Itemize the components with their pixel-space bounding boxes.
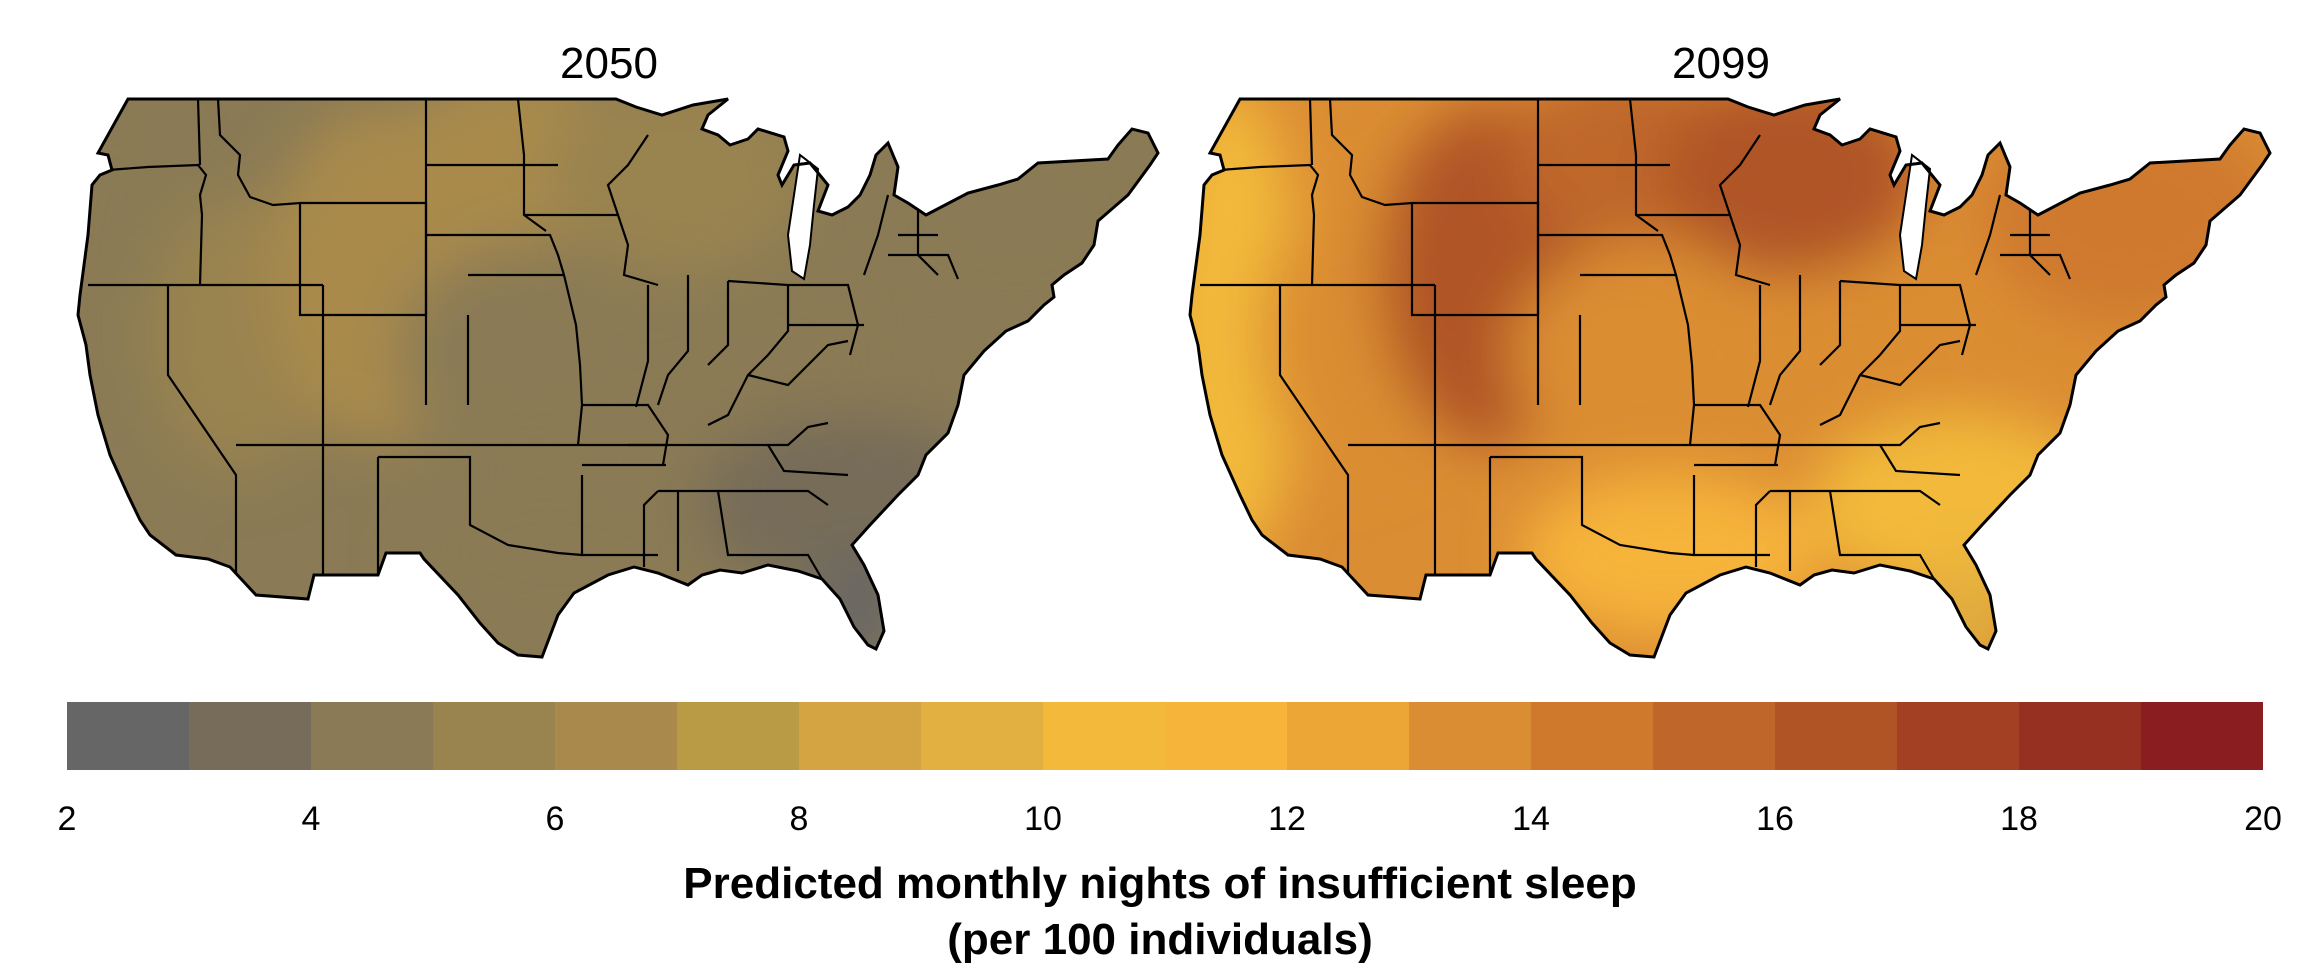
state-boundary [716,490,823,580]
colorbar [67,702,2263,770]
state-boundary [1879,444,1961,477]
legend-title-line2: (per 100 individuals) [947,915,1373,964]
colorbar-bin-6-7 [555,702,677,770]
state-boundary [1828,490,1935,580]
colorbar-bin-5-6 [433,702,555,770]
state-boundary [642,490,659,567]
region-south-florida [818,555,898,657]
state-boundary [606,134,649,216]
state-boundary [1819,279,1902,426]
region-central-plains [398,245,658,465]
state-boundary [166,285,238,575]
state-boundary [634,285,650,408]
colorbar-ticks: 2 4 6 8 10 12 14 16 18 20 [58,800,2282,842]
us-outline [1188,97,2272,659]
state-boundary [216,99,426,317]
state-boundary [1718,134,1761,216]
colorbar-bin-15-16 [1653,702,1775,770]
state-boundary [1754,490,1771,567]
state-boundary [747,339,849,387]
colorbar-bin-11-12 [1165,702,1287,770]
state-boundary [1199,163,1320,286]
legend-title: Predicted monthly nights of insufficient… [0,856,2320,968]
state-boundary [378,455,583,557]
colorbar-bin-16-17 [1775,702,1897,770]
state-boundary [707,279,790,426]
colorbar-bin-8-9 [799,702,921,770]
state-boundary [888,253,960,280]
lake-michigan [786,153,820,281]
colorbar-tick-4: 4 [301,800,321,838]
legend-title-line1: Predicted monthly nights of insufficient… [683,859,1637,908]
panel-title-2099: 2099 [1672,39,1770,88]
colorbar-tick-6: 6 [545,800,565,838]
state-boundary [1580,273,1696,446]
colorbar-tick-16: 16 [1756,800,1794,838]
state-boundary [628,421,829,447]
state-boundary [1538,233,1678,276]
state-boundary [788,283,860,356]
state-boundary [1770,489,1941,506]
state-boundary [658,489,829,506]
colorbar-tick-18: 18 [2000,800,2038,838]
state-boundary [1692,475,1770,557]
colorbar-bin-18-19 [2019,702,2141,770]
state-boundary [1328,99,1538,317]
state-boundary [582,403,670,466]
colorbar-tick-10: 10 [1024,800,1062,838]
region-central-plains [1510,245,1770,465]
region-south-florida [1930,555,2010,657]
state-boundary [2000,253,2072,280]
colorbar-bin-3-4 [189,702,311,770]
lake-michigan [1898,153,1932,281]
state-boundary [707,281,730,366]
region-upper-midwest [1660,99,1920,275]
state-boundary [1308,99,1314,166]
colorbar-bin-7-8 [677,702,799,770]
us-outline [76,97,1160,659]
state-boundary [1900,283,1972,356]
colorbar-bin-12-13 [1287,702,1409,770]
state-boundary [1694,403,1782,466]
colorbar-bin-10-11 [1043,702,1165,770]
state-boundary [87,163,208,286]
state-boundary [426,233,566,276]
region-gulf-coast [408,475,708,635]
state-boundary [1746,285,1762,408]
panel-title-2050: 2050 [560,39,658,88]
state-boundary [1636,213,1771,287]
state-boundary [1859,339,1961,387]
colorbar-bin-14-15 [1531,702,1653,770]
state-boundary [1740,421,1941,447]
state-boundary [1278,285,1350,575]
colorbar-bin-9-10 [921,702,1043,770]
state-boundary [767,444,849,477]
region-upper-midwest [548,99,808,275]
map-2050 [76,97,1160,659]
state-boundary [1490,455,1695,557]
state-boundary [524,213,659,287]
colorbar-bin-13-14 [1409,702,1531,770]
region-gulf-coast [1520,475,1820,635]
colorbar-tick-14: 14 [1512,800,1550,838]
state-boundary [656,275,690,406]
state-boundary [580,475,658,557]
colorbar-bin-19-20 [2141,702,2263,770]
state-boundary [468,273,584,446]
colorbar-bin-2-3 [67,702,189,770]
state-boundary [1974,194,2002,276]
state-boundary [1768,275,1802,406]
colorbar-bin-4-5 [311,702,433,770]
state-boundary [862,194,890,276]
colorbar-tick-20: 20 [2244,800,2282,838]
map-2099 [1188,97,2272,659]
state-boundary [516,99,547,232]
state-boundary [196,99,202,166]
colorbar-tick-12: 12 [1268,800,1306,838]
colorbar-tick-8: 8 [789,800,809,838]
state-boundary [1819,281,1842,366]
state-boundary [1628,99,1659,232]
colorbar-bin-17-18 [1897,702,2019,770]
colorbar-tick-2: 2 [57,800,77,838]
